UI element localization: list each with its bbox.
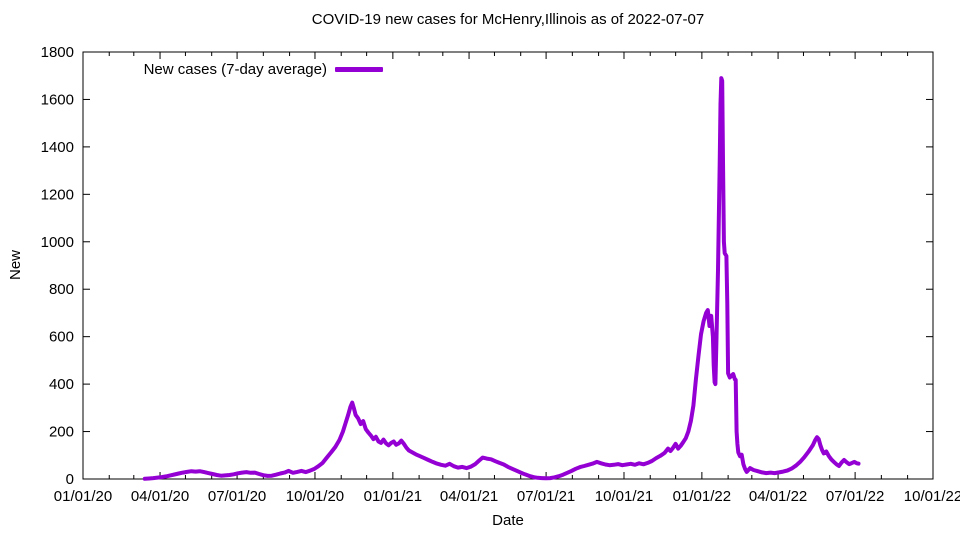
- y-tick-label: 1400: [41, 139, 74, 156]
- x-tick-label: 01/01/21: [364, 488, 422, 505]
- x-axis-title: Date: [492, 512, 524, 529]
- y-tick-label: 600: [49, 329, 74, 346]
- y-tick-label: 1600: [41, 91, 74, 108]
- y-tick-label: 800: [49, 281, 74, 298]
- chart-title: COVID-19 new cases for McHenry,Illinois …: [311, 11, 705, 28]
- y-axis-title: New: [7, 250, 24, 281]
- x-tick-label: 07/01/22: [826, 488, 884, 505]
- x-tick-label: 10/01/21: [595, 488, 653, 505]
- x-tick-label: 10/01/22: [904, 488, 960, 505]
- y-tick-label: 400: [49, 376, 74, 393]
- x-tick-label: 04/01/20: [131, 488, 189, 505]
- x-tick-label: 01/01/20: [54, 488, 112, 505]
- x-tick-label: 01/01/22: [673, 488, 731, 505]
- x-tick-label: 10/01/20: [286, 488, 344, 505]
- x-tick-label: 07/01/20: [208, 488, 266, 505]
- y-tick-label: 200: [49, 424, 74, 441]
- y-tick-label: 1000: [41, 234, 74, 251]
- series-line: [142, 76, 861, 481]
- y-tick-label: 1800: [41, 44, 74, 61]
- legend-line-swatch: [335, 66, 383, 72]
- plot-border: [82, 51, 934, 480]
- x-tick-label: 04/01/21: [440, 488, 498, 505]
- y-tick-label: 1200: [41, 186, 74, 203]
- legend: New cases (7-day average): [83, 60, 383, 78]
- x-tick-label: 07/01/21: [517, 488, 575, 505]
- y-tick-label: 0: [66, 471, 74, 488]
- legend-label: New cases (7-day average): [143, 60, 327, 78]
- x-tick-label: 04/01/22: [749, 488, 807, 505]
